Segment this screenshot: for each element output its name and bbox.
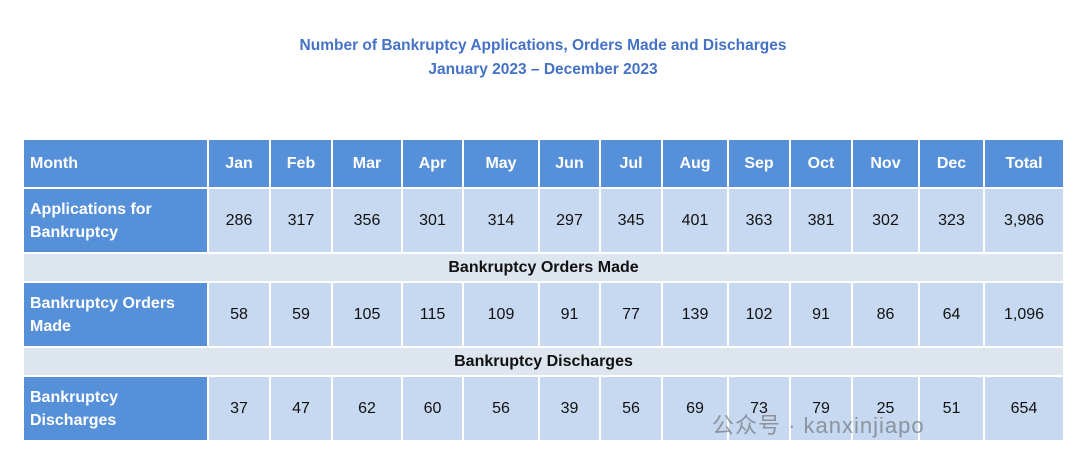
title-line: Number of Bankruptcy Applications, Order… — [299, 37, 787, 54]
header-row: Month Jan Feb Mar Apr May Jun Jul Aug Sep Oct Nov De… — [22, 138, 1065, 189]
value-cell: 25 — [851, 375, 920, 442]
row-label: Applications for Bankruptcy — [22, 187, 209, 254]
value-cell: 56 — [462, 375, 540, 442]
header-cell: Mar — [331, 138, 403, 189]
value-cell: 363 — [727, 187, 791, 254]
header-cell: Oct — [789, 138, 853, 189]
header-cell: Jun — [538, 138, 601, 189]
header-cell: Apr — [401, 138, 464, 189]
value-cell: 139 — [661, 281, 729, 348]
data-row: Applications for Bankruptcy 286 317 356 301 3… — [22, 187, 1065, 254]
value-cell: 401 — [661, 187, 729, 254]
value-cell: 60 — [401, 375, 464, 442]
header-cell: Total — [983, 138, 1065, 189]
value-cell: 51 — [918, 375, 985, 442]
value-cell: 356 — [331, 187, 403, 254]
value-cell: 77 — [599, 281, 663, 348]
value-cell: 115 — [401, 281, 464, 348]
value-cell: 64 — [918, 281, 985, 348]
value-cell: 102 — [727, 281, 791, 348]
value-cell: 59 — [269, 281, 333, 348]
header-cell: May — [462, 138, 540, 189]
bankruptcy-table: Month Jan Feb Mar Apr May Jun Jul Aug Sep Oct Nov De… — [22, 138, 1065, 442]
value-cell: 86 — [851, 281, 920, 348]
value-cell: 381 — [789, 187, 853, 254]
value-cell: 301 — [401, 187, 464, 254]
header-cell: Nov — [851, 138, 920, 189]
value-cell: 3,986 — [983, 187, 1065, 254]
subtitle-line: January 2023 – December 2023 — [428, 61, 658, 78]
value-cell: 91 — [789, 281, 853, 348]
header-cell: Feb — [269, 138, 333, 189]
value-cell: 37 — [207, 375, 271, 442]
value-cell: 323 — [918, 187, 985, 254]
value-cell: 39 — [538, 375, 601, 442]
value-cell: 56 — [599, 375, 663, 442]
value-cell: 286 — [207, 187, 271, 254]
header-cell: Jan — [207, 138, 271, 189]
value-cell: 47 — [269, 375, 333, 442]
value-cell: 302 — [851, 187, 920, 254]
value-cell: 73 — [727, 375, 791, 442]
section-cell: Bankruptcy Orders Made — [22, 252, 1065, 283]
value-cell: 69 — [661, 375, 729, 442]
header-cell: Dec — [918, 138, 985, 189]
value-cell: 91 — [538, 281, 601, 348]
section-row: Bankruptcy Discharges — [22, 346, 1065, 377]
header-cell: Month — [22, 138, 209, 189]
value-cell: 1,096 — [983, 281, 1065, 348]
header-cell: Aug — [661, 138, 729, 189]
value-cell: 317 — [269, 187, 333, 254]
value-cell: 62 — [331, 375, 403, 442]
value-cell: 58 — [207, 281, 271, 348]
section-cell: Bankruptcy Discharges — [22, 346, 1065, 377]
value-cell: 314 — [462, 187, 540, 254]
section-row: Bankruptcy Orders Made — [22, 252, 1065, 283]
data-row: Bankruptcy Discharges 37 47 62 60 56 39 56 69 73 7… — [22, 375, 1065, 442]
value-cell: 654 — [983, 375, 1065, 442]
value-cell: 345 — [599, 187, 663, 254]
header-cell: Sep — [727, 138, 791, 189]
row-label: Bankruptcy Discharges — [22, 375, 209, 442]
data-row: Bankruptcy Orders Made 58 59 105 115 109 91 77 1… — [22, 281, 1065, 348]
value-cell: 297 — [538, 187, 601, 254]
value-cell: 79 — [789, 375, 853, 442]
row-label: Bankruptcy Orders Made — [22, 281, 209, 348]
header-cell: Jul — [599, 138, 663, 189]
watermark: 公众号 · kanxinjiapo — [712, 413, 925, 438]
value-cell: 109 — [462, 281, 540, 348]
value-cell: 105 — [331, 281, 403, 348]
